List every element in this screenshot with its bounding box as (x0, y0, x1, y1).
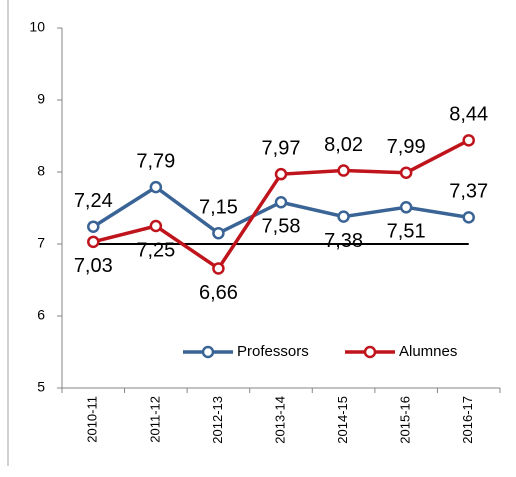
marker (462, 134, 475, 147)
y-tick-label: 6 (37, 307, 45, 323)
data-label: 7,15 (199, 196, 238, 218)
marker (399, 201, 413, 214)
legend-label: Professors (237, 343, 309, 360)
x-tick-label: 2011-12 (147, 396, 162, 443)
y-tick-label: 5 (37, 379, 45, 395)
marker (337, 164, 350, 177)
marker (399, 166, 413, 179)
y-tick-label: 9 (37, 91, 45, 107)
x-tick-label: 2015-16 (398, 396, 413, 444)
legend-marker (201, 345, 215, 359)
data-label: 7,37 (449, 181, 488, 203)
marker (87, 220, 100, 233)
x-tick-label: 2013-14 (272, 396, 287, 444)
marker (212, 262, 225, 275)
data-label: 7,79 (136, 150, 175, 172)
data-label: 7,58 (262, 216, 301, 238)
data-label: 7,99 (387, 136, 426, 158)
marker (149, 219, 163, 233)
legend-marker (363, 345, 377, 359)
marker (212, 226, 225, 240)
marker (274, 195, 288, 209)
data-label: 7,97 (262, 137, 301, 159)
data-label: 7,24 (74, 190, 113, 212)
y-tick-label: 7 (37, 235, 45, 251)
y-tick-label: 10 (29, 19, 45, 35)
marker (274, 167, 288, 181)
data-label: 7,38 (324, 230, 363, 252)
x-tick-label: 2010-11 (85, 396, 100, 443)
marker (337, 210, 350, 223)
data-label: 7,25 (136, 239, 175, 261)
x-tick-label: 2012-13 (210, 396, 225, 444)
data-label: 8,02 (324, 134, 363, 156)
marker (149, 180, 163, 194)
data-label: 7,03 (74, 255, 113, 277)
data-label: 7,51 (387, 221, 426, 243)
data-label: 6,66 (199, 282, 238, 304)
legend-label: Alumnes (399, 343, 457, 360)
marker (462, 211, 475, 224)
x-tick-label: 2014-15 (335, 396, 350, 444)
data-label: 8,44 (449, 104, 488, 126)
y-tick-label: 8 (37, 163, 45, 179)
x-tick-label: 2016-17 (460, 396, 475, 444)
marker (87, 235, 100, 249)
